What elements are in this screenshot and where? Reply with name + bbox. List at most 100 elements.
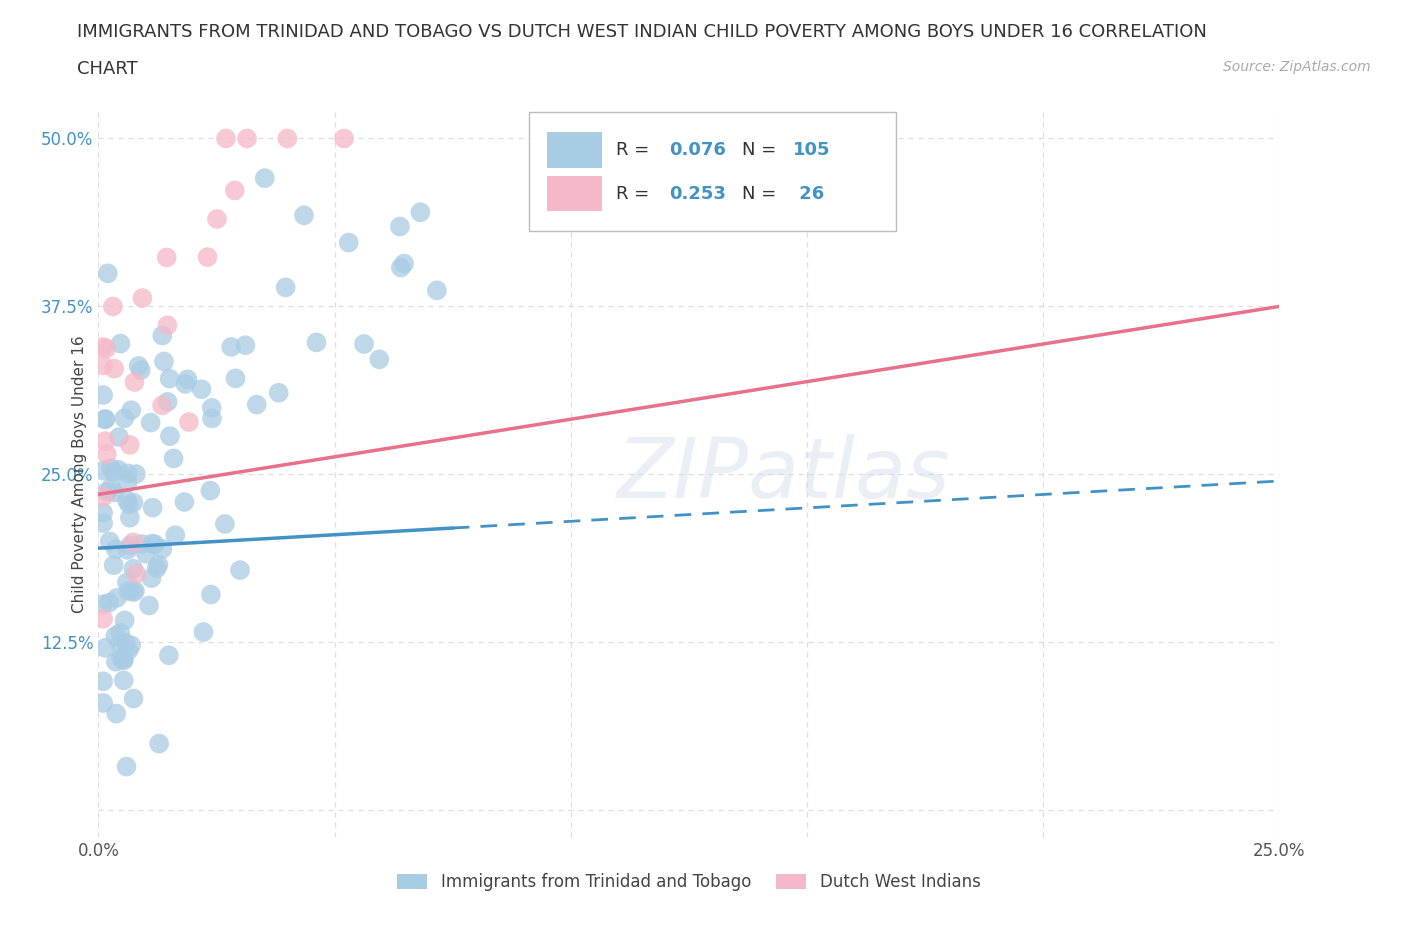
- Point: [118, 437, 141, 452]
- Point: [177, 415, 200, 430]
- Point: [107, 462, 129, 477]
- Point: [120, 538, 142, 552]
- Point: [368, 352, 391, 366]
- Point: [103, 465, 125, 480]
- Point: [115, 493, 138, 508]
- Text: 0.076: 0.076: [669, 141, 725, 159]
- Point: [128, 359, 150, 374]
- Point: [173, 495, 195, 510]
- Point: [94, 412, 117, 427]
- Point: [138, 598, 160, 613]
- Point: [91, 358, 114, 373]
- Point: [112, 411, 135, 426]
- Point: [122, 535, 145, 550]
- Point: [276, 131, 298, 146]
- Point: [120, 403, 142, 418]
- Point: [148, 737, 170, 751]
- Point: [91, 515, 114, 530]
- Point: [389, 260, 412, 275]
- Point: [117, 542, 139, 557]
- Point: [104, 655, 127, 670]
- Point: [104, 629, 127, 644]
- Point: [253, 171, 276, 186]
- Point: [353, 337, 375, 352]
- Text: N =: N =: [742, 184, 782, 203]
- Point: [105, 706, 128, 721]
- Point: [117, 475, 139, 490]
- Point: [96, 446, 118, 461]
- Point: [112, 653, 135, 668]
- Point: [193, 625, 215, 640]
- Point: [94, 433, 117, 448]
- Point: [292, 208, 315, 223]
- Point: [112, 673, 135, 688]
- Point: [101, 299, 124, 314]
- Point: [150, 398, 173, 413]
- Point: [224, 183, 246, 198]
- Point: [91, 505, 114, 520]
- Point: [174, 377, 197, 392]
- Point: [91, 463, 114, 478]
- Point: [122, 562, 145, 577]
- Point: [146, 561, 169, 576]
- Point: [141, 571, 163, 586]
- Point: [162, 451, 184, 466]
- Point: [165, 527, 187, 542]
- Point: [115, 759, 138, 774]
- Point: [122, 495, 145, 510]
- Point: [125, 566, 148, 581]
- Point: [235, 338, 257, 352]
- Point: [100, 480, 122, 495]
- Point: [143, 537, 166, 551]
- FancyBboxPatch shape: [530, 112, 896, 232]
- Point: [118, 511, 141, 525]
- Point: [131, 537, 153, 551]
- Point: [115, 575, 138, 590]
- Point: [91, 597, 114, 612]
- Point: [159, 429, 181, 444]
- Point: [117, 583, 139, 598]
- Point: [91, 388, 114, 403]
- Point: [117, 643, 139, 658]
- Y-axis label: Child Poverty Among Boys Under 16: Child Poverty Among Boys Under 16: [72, 336, 87, 613]
- Point: [91, 696, 114, 711]
- Point: [274, 280, 297, 295]
- Point: [91, 339, 114, 354]
- Point: [156, 318, 179, 333]
- Point: [110, 650, 132, 665]
- Point: [150, 328, 173, 343]
- Point: [100, 460, 122, 475]
- Point: [201, 411, 224, 426]
- Point: [215, 131, 238, 146]
- Point: [141, 537, 163, 551]
- Point: [388, 219, 411, 234]
- Point: [148, 557, 170, 572]
- Point: [94, 412, 117, 427]
- Point: [110, 336, 132, 351]
- Point: [94, 641, 117, 656]
- Point: [139, 415, 162, 430]
- FancyBboxPatch shape: [547, 132, 602, 167]
- Point: [409, 205, 432, 219]
- Point: [426, 283, 449, 298]
- Point: [157, 648, 180, 663]
- Text: Source: ZipAtlas.com: Source: ZipAtlas.com: [1223, 60, 1371, 74]
- Point: [197, 249, 219, 264]
- Point: [337, 235, 360, 250]
- Point: [112, 652, 135, 667]
- Point: [122, 691, 145, 706]
- Point: [96, 341, 118, 356]
- Point: [108, 636, 131, 651]
- Point: [129, 363, 152, 378]
- Text: R =: R =: [616, 141, 655, 159]
- Point: [91, 674, 114, 689]
- Point: [124, 583, 146, 598]
- Point: [124, 375, 146, 390]
- Point: [305, 335, 328, 350]
- Point: [103, 361, 125, 376]
- Point: [152, 541, 174, 556]
- Point: [156, 394, 179, 409]
- Point: [153, 354, 176, 369]
- Point: [200, 587, 222, 602]
- Point: [103, 485, 125, 500]
